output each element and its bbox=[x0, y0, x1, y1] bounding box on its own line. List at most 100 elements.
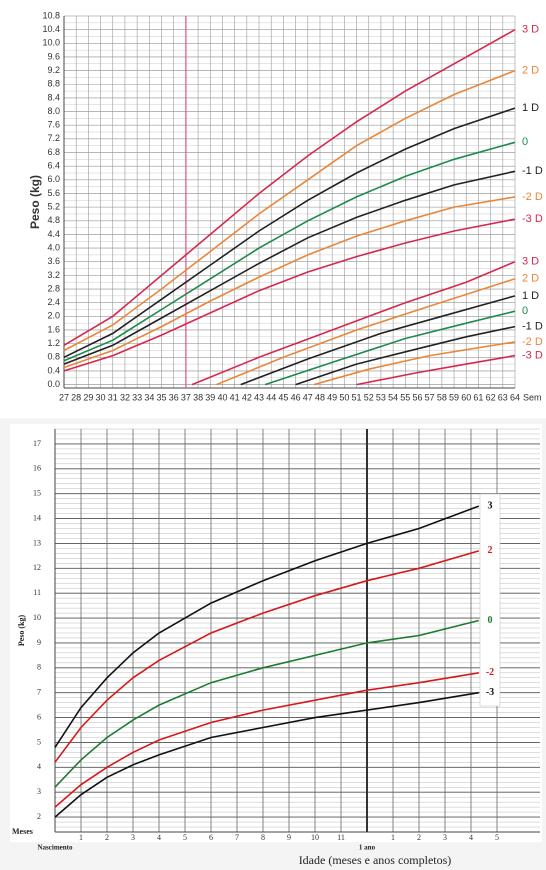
curve-label: 2 bbox=[488, 545, 493, 556]
x-tick-label: 31 bbox=[108, 392, 118, 402]
curve-label: 2 D bbox=[522, 273, 539, 285]
curve-label: 3 D bbox=[522, 24, 539, 36]
y-axis-title: Peso (kg) bbox=[28, 175, 42, 229]
y-tick-label: 9 bbox=[37, 638, 41, 647]
y-tick-label: 9.6 bbox=[47, 51, 60, 61]
y-tick-label: 6.4 bbox=[47, 161, 60, 171]
y-tick-label: 4.0 bbox=[47, 242, 60, 252]
x-tick-label: 63 bbox=[498, 392, 508, 402]
curve bbox=[216, 278, 516, 386]
y-tick-label: 6.0 bbox=[47, 174, 60, 184]
x-sublabel: 1 ano bbox=[359, 844, 376, 852]
x-tick-label: 44 bbox=[266, 392, 276, 402]
y-tick-label: 15 bbox=[33, 489, 41, 498]
y-tick-label: 7 bbox=[37, 688, 41, 697]
y-tick-label: 13 bbox=[33, 538, 41, 547]
x-tick-label: 4 bbox=[157, 833, 161, 842]
y-tick-label: 6 bbox=[37, 712, 41, 721]
curve bbox=[295, 325, 516, 386]
x-tick-label: 27 bbox=[59, 392, 69, 402]
x-tick-label: 37 bbox=[181, 392, 191, 402]
x-tick-label: 35 bbox=[157, 392, 167, 402]
curve bbox=[63, 196, 516, 369]
y-tick-label: 8.4 bbox=[47, 92, 60, 102]
x-tick-label: 41 bbox=[230, 392, 240, 402]
y-tick-label: 11 bbox=[33, 588, 41, 597]
curve-label: 2 D bbox=[522, 65, 539, 77]
curve bbox=[54, 550, 480, 763]
curve bbox=[240, 295, 516, 386]
y-tick-label: 1.2 bbox=[47, 338, 60, 348]
y-tick-label: 4.4 bbox=[47, 229, 60, 239]
y-tick-label: 7.2 bbox=[47, 133, 60, 143]
x-tick-label: 10 bbox=[311, 833, 319, 842]
x-tick-label: 62 bbox=[486, 392, 496, 402]
x-tick-label: 29 bbox=[83, 392, 93, 402]
y-tick-label: 16 bbox=[33, 464, 41, 473]
x-tick-label: 39 bbox=[205, 392, 215, 402]
x-tick-label: 51 bbox=[352, 392, 362, 402]
curve-label: -2 D bbox=[522, 191, 543, 203]
y-tick-label: 2 bbox=[37, 812, 41, 821]
curve-label: 0 bbox=[488, 615, 493, 626]
x-tick-label: 40 bbox=[217, 392, 227, 402]
curve-label: -1 D bbox=[522, 165, 543, 177]
y-tick-label: 6.8 bbox=[47, 147, 60, 157]
curve-label: -3 bbox=[486, 687, 494, 698]
curve bbox=[63, 107, 516, 359]
x-tick-label: 48 bbox=[315, 392, 325, 402]
curve bbox=[356, 354, 516, 386]
x-tick-label: 11 bbox=[337, 833, 345, 842]
y-tick-label: 4.8 bbox=[47, 215, 60, 225]
x-tick-label: 55 bbox=[400, 392, 410, 402]
y-tick-label: 7.6 bbox=[47, 120, 60, 130]
x-tick-label: 61 bbox=[473, 392, 483, 402]
y-tick-label: 17 bbox=[33, 439, 41, 448]
curve-label: 1 D bbox=[522, 102, 539, 114]
curve bbox=[63, 141, 516, 362]
y-tick-label: 5.2 bbox=[47, 201, 60, 211]
y-tick-label: 2.4 bbox=[47, 297, 60, 307]
x-tick-label: 36 bbox=[169, 392, 179, 402]
y-tick-label: 10 bbox=[33, 613, 41, 622]
y-tick-label: 9.2 bbox=[47, 65, 60, 75]
y-tick-label: 8 bbox=[37, 663, 41, 672]
x-tick-label: 64 bbox=[510, 392, 520, 402]
curve-label: -1 D bbox=[522, 320, 543, 332]
curve-label: 0 bbox=[522, 136, 528, 148]
x-tick-label: 1 bbox=[391, 833, 395, 842]
y-tick-label: 0.8 bbox=[47, 352, 60, 362]
curve bbox=[313, 341, 516, 386]
x-tick-label: 38 bbox=[193, 392, 203, 402]
x-tick-label: 46 bbox=[291, 392, 301, 402]
x-tick-label: 53 bbox=[376, 392, 386, 402]
curve bbox=[63, 29, 516, 346]
y-tick-label: 0.4 bbox=[47, 365, 60, 375]
x-tick-label: 32 bbox=[120, 392, 130, 402]
curve-label: -3 D bbox=[522, 213, 543, 225]
y-tick-label: 10.0 bbox=[42, 38, 60, 48]
curve-label: 3 D bbox=[522, 256, 539, 268]
x-tick-label: 3 bbox=[443, 833, 447, 842]
x-tick-label: 49 bbox=[327, 392, 337, 402]
y-tick-label: 12 bbox=[33, 563, 41, 572]
y-tick-label: 8.0 bbox=[47, 106, 60, 116]
x-tick-label: 4 bbox=[469, 833, 473, 842]
x-tick-label: 5 bbox=[183, 833, 187, 842]
x-tick-label: 34 bbox=[144, 392, 154, 402]
y-axis-title: Peso (kg) bbox=[17, 615, 26, 647]
x-tick-label: 6 bbox=[209, 833, 213, 842]
curve bbox=[54, 691, 479, 818]
curve-label: 1 D bbox=[522, 290, 539, 302]
y-tick-label: 8.8 bbox=[47, 79, 60, 89]
y-tick-label: 4 bbox=[37, 762, 41, 771]
x-row-label: Meses bbox=[12, 827, 33, 836]
curve bbox=[63, 218, 516, 372]
y-tick-label: 2.8 bbox=[47, 283, 60, 293]
y-tick-label: 3.6 bbox=[47, 256, 60, 266]
x-tick-label: 52 bbox=[364, 392, 374, 402]
x-tick-label: 28 bbox=[71, 392, 81, 402]
curve-label: -3 D bbox=[522, 349, 543, 361]
y-tick-label: 3.2 bbox=[47, 270, 60, 280]
x-tick-label: 2 bbox=[417, 833, 421, 842]
